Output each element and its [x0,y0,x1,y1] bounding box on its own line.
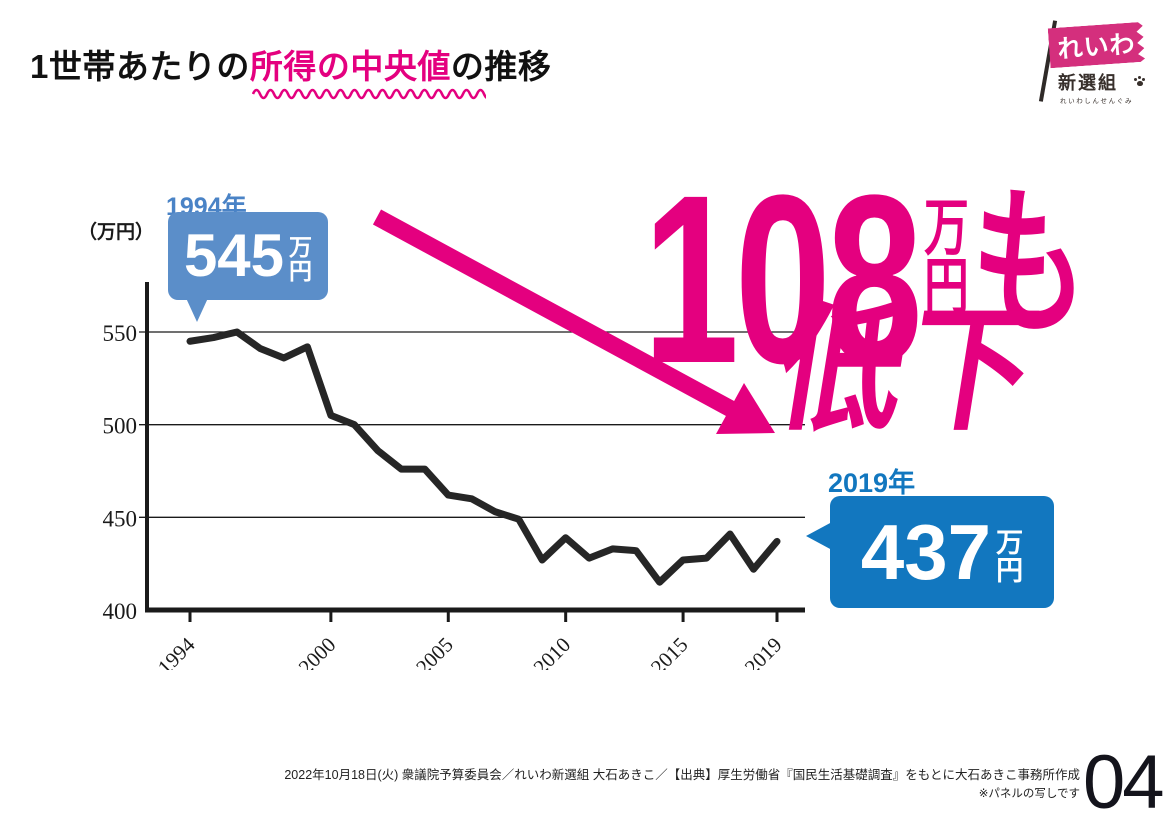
title-prefix: 1世帯あたりの [30,48,250,85]
logo-group-text: 新選組 [1058,73,1118,93]
decline-arrow-icon [372,209,775,434]
reiwa-shinsengumi-logo: れいわ 新選組 れいわしんせんぐみ [1022,16,1162,108]
callout-2019-pointer [806,522,832,550]
callout-2019-year-label: 2019年 [828,468,916,498]
callout-1994-bubble: 545 万 円 [168,212,328,300]
svg-text:2000: 2000 [294,633,341,670]
paw-icon [1134,76,1146,88]
callout-2019-bubble: 437 万 円 [830,496,1054,608]
title-suffix: の推移 [450,48,552,85]
drop-particle: も [971,174,1087,353]
callout-1994-unit-bottom: 円 [289,258,313,284]
svg-text:500: 500 [103,414,138,439]
callout-2019-unit-top: 万 [996,527,1024,558]
svg-text:1994: 1994 [153,632,200,670]
svg-text:2015: 2015 [646,633,693,670]
drop-unit-top: 万 [924,194,969,263]
svg-text:2010: 2010 [529,633,576,670]
svg-text:550: 550 [103,321,138,346]
caption-note: ※パネルの写しです [978,788,1080,800]
callout-1994-unit-top: 万 [289,233,313,260]
drop-number: 108 [643,145,923,413]
callout-2019-unit-bottom: 円 [996,556,1024,586]
svg-text:400: 400 [103,599,138,624]
caption-line: 2022年10月18日(火) 衆議院予算委員会／れいわ新選組 大石あきこ／【出典… [284,768,1080,782]
callout-2019-value: 437 [860,508,992,596]
svg-text:2019: 2019 [740,633,787,670]
flag-banner: れいわ [1048,22,1146,69]
svg-text:2005: 2005 [411,633,458,670]
source-caption: 2022年10月18日(火) 衆議院予算委員会／れいわ新選組 大石あきこ／【出典… [284,764,1080,801]
svg-text:（万円）: （万円） [90,220,154,243]
drop-unit-bottom: 円 [924,252,969,322]
drop-amount-text: 108 万 円 も [643,145,1087,413]
callout-1994-value: 545 [183,222,285,289]
wavy-underline [252,88,486,100]
flag-text: れいわ [1056,30,1137,64]
svg-text:450: 450 [103,506,138,531]
logo-kana-text: れいわしんせんぐみ [1060,98,1134,105]
page-number: 04 [1083,740,1163,825]
drop-word-text: 低下 [767,294,1053,446]
median-income-line-chart: 400 450 500 550 （万円） 1994 2000 2005 2010 2015 2019 [90,220,805,670]
page-title: 1世帯あたりの所得の中央値の推移 [30,40,551,88]
callout-1994-pointer [186,298,208,322]
title-highlight: 所得の中央値 [249,48,451,85]
